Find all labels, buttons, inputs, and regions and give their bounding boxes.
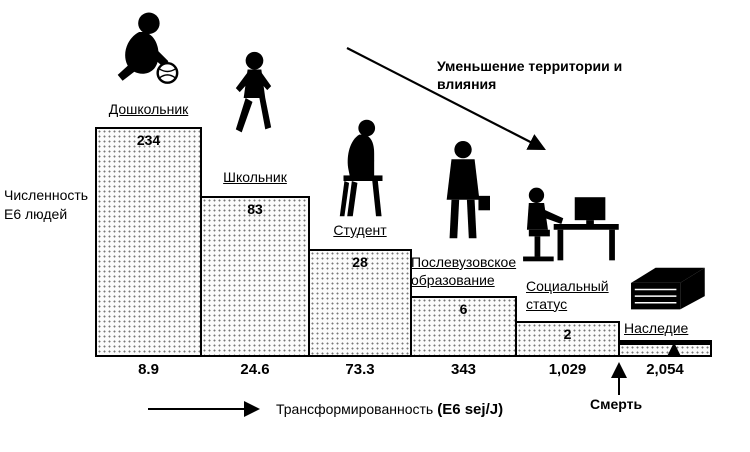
bar-student: 28 xyxy=(308,249,412,357)
y-axis-label: Численность Е6 людей xyxy=(4,187,89,222)
bar-postgraduate: 6 xyxy=(410,296,517,357)
seated-reader-icon xyxy=(330,116,396,220)
stage-label-postgraduate: Послевузовское образование xyxy=(411,254,517,288)
stage-label-student: Студент xyxy=(333,222,387,238)
x-axis-units: (E6 sej/J) xyxy=(437,401,504,418)
bar-value-social-status: 2 xyxy=(563,326,572,342)
bar-value-schoolchild: 83 xyxy=(247,201,263,217)
bar-value-postgraduate: 6 xyxy=(459,301,468,317)
stage-label-legacy: Наследие xyxy=(624,320,689,336)
stage-label-preschooler: Дошкольник xyxy=(108,101,189,117)
bar-value-preschooler: 234 xyxy=(136,132,161,148)
toddler-with-ball-icon xyxy=(106,10,184,94)
stage-label-schoolchild: Школьник xyxy=(223,169,287,185)
bar-schoolchild: 83 xyxy=(200,196,310,357)
person-at-computer-icon xyxy=(514,180,624,268)
stage-label-social-status: Социальный статус xyxy=(526,278,609,312)
x-tick-social-status: 1,029 xyxy=(548,361,587,378)
bar-value-student: 28 xyxy=(352,254,368,270)
bar-social-status: 2 xyxy=(515,321,620,357)
bar-legacy xyxy=(618,340,712,357)
x-tick-legacy: 2,054 xyxy=(646,361,684,378)
x-tick-student: 73.3 xyxy=(345,361,375,378)
book-icon xyxy=(622,264,710,316)
x-axis-label: Трансформированность (E6 sej/J) xyxy=(276,401,503,418)
walking-child-icon xyxy=(226,50,280,142)
businessman-icon xyxy=(436,140,492,244)
x-tick-preschooler: 8.9 xyxy=(138,361,159,378)
x-tick-schoolchild: 24.6 xyxy=(240,361,270,378)
x-axis-label-text: Трансформированность xyxy=(276,401,434,417)
x-tick-postgraduate: 343 xyxy=(450,361,477,378)
bar-preschooler: 234 xyxy=(95,127,202,357)
death-label: Смерть xyxy=(590,396,643,412)
decline-annotation: Уменьшение территории и влияния xyxy=(437,58,623,93)
